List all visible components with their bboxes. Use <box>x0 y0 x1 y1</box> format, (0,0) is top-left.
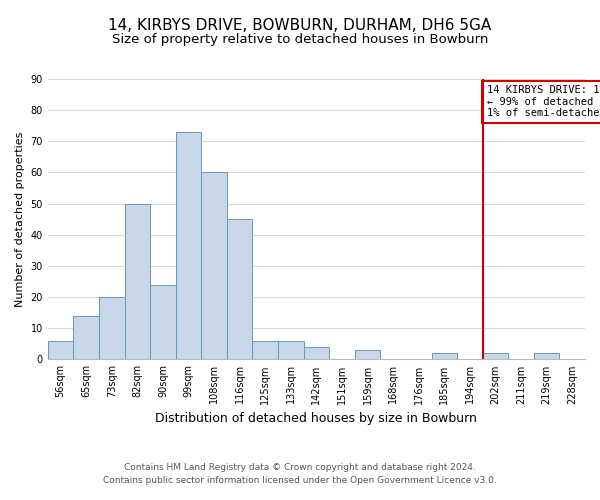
Text: Contains public sector information licensed under the Open Government Licence v3: Contains public sector information licen… <box>103 476 497 485</box>
Bar <box>278 340 304 359</box>
Text: Contains HM Land Registry data © Crown copyright and database right 2024.: Contains HM Land Registry data © Crown c… <box>124 462 476 471</box>
Bar <box>48 340 73 359</box>
Bar <box>227 219 253 360</box>
Bar <box>534 353 559 360</box>
Bar <box>176 132 201 360</box>
Bar <box>304 347 329 360</box>
Bar <box>482 353 508 360</box>
Bar <box>150 284 176 360</box>
Bar <box>253 340 278 359</box>
Text: 14, KIRBYS DRIVE, BOWBURN, DURHAM, DH6 5GA: 14, KIRBYS DRIVE, BOWBURN, DURHAM, DH6 5… <box>109 18 491 32</box>
Text: 14 KIRBYS DRIVE: 197sqm
← 99% of detached houses are smaller (310)
1% of semi-de: 14 KIRBYS DRIVE: 197sqm ← 99% of detache… <box>487 85 600 118</box>
Bar <box>73 316 99 360</box>
Bar <box>125 204 150 360</box>
Bar <box>201 172 227 360</box>
Bar <box>431 353 457 360</box>
Text: Size of property relative to detached houses in Bowburn: Size of property relative to detached ho… <box>112 32 488 46</box>
Bar <box>99 297 125 360</box>
Y-axis label: Number of detached properties: Number of detached properties <box>15 132 25 307</box>
Bar <box>355 350 380 360</box>
X-axis label: Distribution of detached houses by size in Bowburn: Distribution of detached houses by size … <box>155 412 478 425</box>
